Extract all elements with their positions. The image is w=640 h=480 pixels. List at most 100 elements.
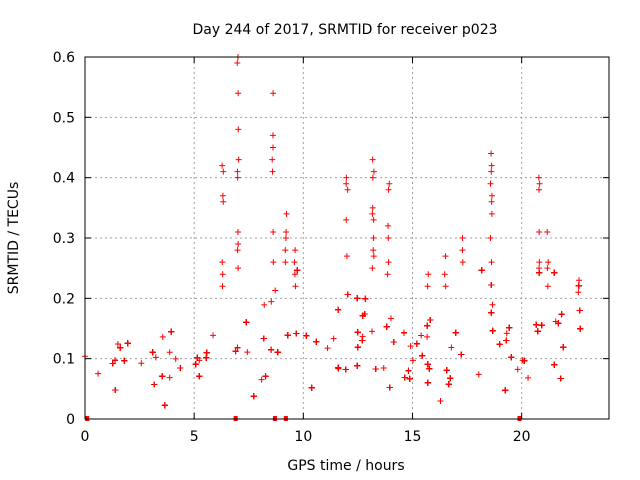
outlier-point bbox=[488, 162, 495, 169]
data-point bbox=[168, 328, 175, 335]
y-tick-label: 0.5 bbox=[53, 110, 75, 126]
data-point bbox=[521, 357, 528, 364]
data-point bbox=[380, 364, 387, 371]
data-point bbox=[424, 379, 431, 386]
data-point bbox=[261, 301, 268, 308]
data-point bbox=[427, 317, 434, 324]
outlier-point bbox=[459, 259, 466, 266]
x-tick-label: 10 bbox=[294, 429, 312, 445]
outlier-point bbox=[488, 210, 495, 217]
data-point bbox=[244, 349, 251, 356]
y-tick-label: 0 bbox=[66, 412, 75, 428]
data-point bbox=[502, 387, 509, 394]
data-point bbox=[138, 360, 145, 367]
data-point bbox=[272, 287, 279, 294]
data-point bbox=[525, 374, 532, 381]
data-point bbox=[151, 381, 158, 388]
outlier-point bbox=[442, 283, 449, 290]
outlier-point bbox=[459, 247, 466, 254]
outlier-point bbox=[425, 271, 432, 278]
data-point bbox=[344, 291, 351, 298]
data-point bbox=[114, 341, 121, 348]
data-point bbox=[112, 387, 119, 393]
outlier-point bbox=[270, 259, 277, 266]
data-point bbox=[551, 361, 558, 368]
outlier-point bbox=[536, 186, 543, 193]
data-point bbox=[558, 311, 565, 318]
data-point bbox=[538, 322, 545, 329]
data-point bbox=[258, 376, 265, 383]
data-point bbox=[159, 333, 166, 340]
data-point bbox=[488, 309, 495, 316]
data-point bbox=[354, 362, 361, 369]
data-point bbox=[243, 319, 250, 326]
data-point bbox=[560, 344, 567, 351]
data-point bbox=[369, 328, 376, 335]
data-point bbox=[308, 384, 315, 391]
outlier-point bbox=[234, 228, 241, 235]
y-tick-label: 0.3 bbox=[53, 231, 75, 247]
y-tick-label: 0.6 bbox=[53, 50, 75, 66]
outlier-point bbox=[219, 283, 226, 290]
outlier-point bbox=[536, 180, 543, 187]
data-point bbox=[192, 361, 199, 368]
data-point bbox=[424, 361, 431, 368]
data-point bbox=[386, 384, 393, 391]
outlier-point bbox=[343, 174, 350, 181]
outlier-point bbox=[235, 156, 242, 163]
data-point bbox=[533, 321, 540, 328]
data-point bbox=[166, 349, 173, 356]
outlier-point bbox=[291, 259, 298, 266]
data-point bbox=[407, 343, 414, 350]
data-point bbox=[576, 307, 583, 314]
data-point bbox=[335, 364, 342, 371]
data-point bbox=[390, 339, 397, 346]
data-point bbox=[210, 332, 217, 339]
data-point bbox=[149, 349, 156, 356]
outlier-point bbox=[292, 283, 299, 290]
data-point bbox=[117, 344, 124, 351]
data-point bbox=[575, 282, 582, 289]
data-point bbox=[109, 360, 116, 367]
outlier-point bbox=[270, 144, 277, 151]
data-point bbox=[475, 371, 482, 378]
data-point bbox=[406, 375, 413, 382]
data-point bbox=[413, 340, 420, 347]
data-point bbox=[121, 357, 128, 364]
outlier-point bbox=[487, 235, 494, 241]
outlier-point bbox=[369, 156, 376, 163]
data-points bbox=[82, 54, 584, 409]
data-point bbox=[284, 332, 291, 339]
data-point bbox=[203, 354, 210, 361]
outlier-point bbox=[344, 186, 351, 193]
data-point bbox=[250, 393, 257, 400]
outlier-point bbox=[535, 174, 542, 181]
grid-lines bbox=[85, 57, 609, 419]
outlier-point bbox=[282, 235, 289, 241]
outlier-point bbox=[545, 259, 552, 266]
outlier-point bbox=[269, 132, 276, 139]
outlier-point bbox=[234, 60, 241, 67]
data-point bbox=[335, 306, 342, 313]
outlier-point bbox=[575, 289, 582, 296]
outlier-point bbox=[235, 241, 242, 248]
data-point bbox=[452, 329, 459, 336]
data-point bbox=[447, 375, 454, 382]
data-point bbox=[506, 324, 513, 331]
axis-ticks: 0 0.1 0.2 0.3 0.4 0.5 0.6 0 5 10 15 20 bbox=[53, 50, 609, 445]
data-point bbox=[112, 357, 119, 364]
data-point bbox=[161, 402, 168, 409]
data-point bbox=[196, 373, 203, 380]
outlier-point bbox=[488, 259, 495, 266]
data-point bbox=[503, 330, 510, 337]
outlier-point bbox=[283, 210, 290, 217]
data-point bbox=[177, 364, 184, 371]
data-point bbox=[557, 375, 564, 382]
data-point bbox=[274, 349, 281, 356]
outlier-point bbox=[370, 168, 377, 175]
data-point bbox=[372, 366, 379, 373]
outlier-point bbox=[343, 180, 350, 187]
outlier-point bbox=[369, 265, 376, 272]
data-point bbox=[489, 327, 496, 334]
outlier-point bbox=[291, 271, 298, 278]
